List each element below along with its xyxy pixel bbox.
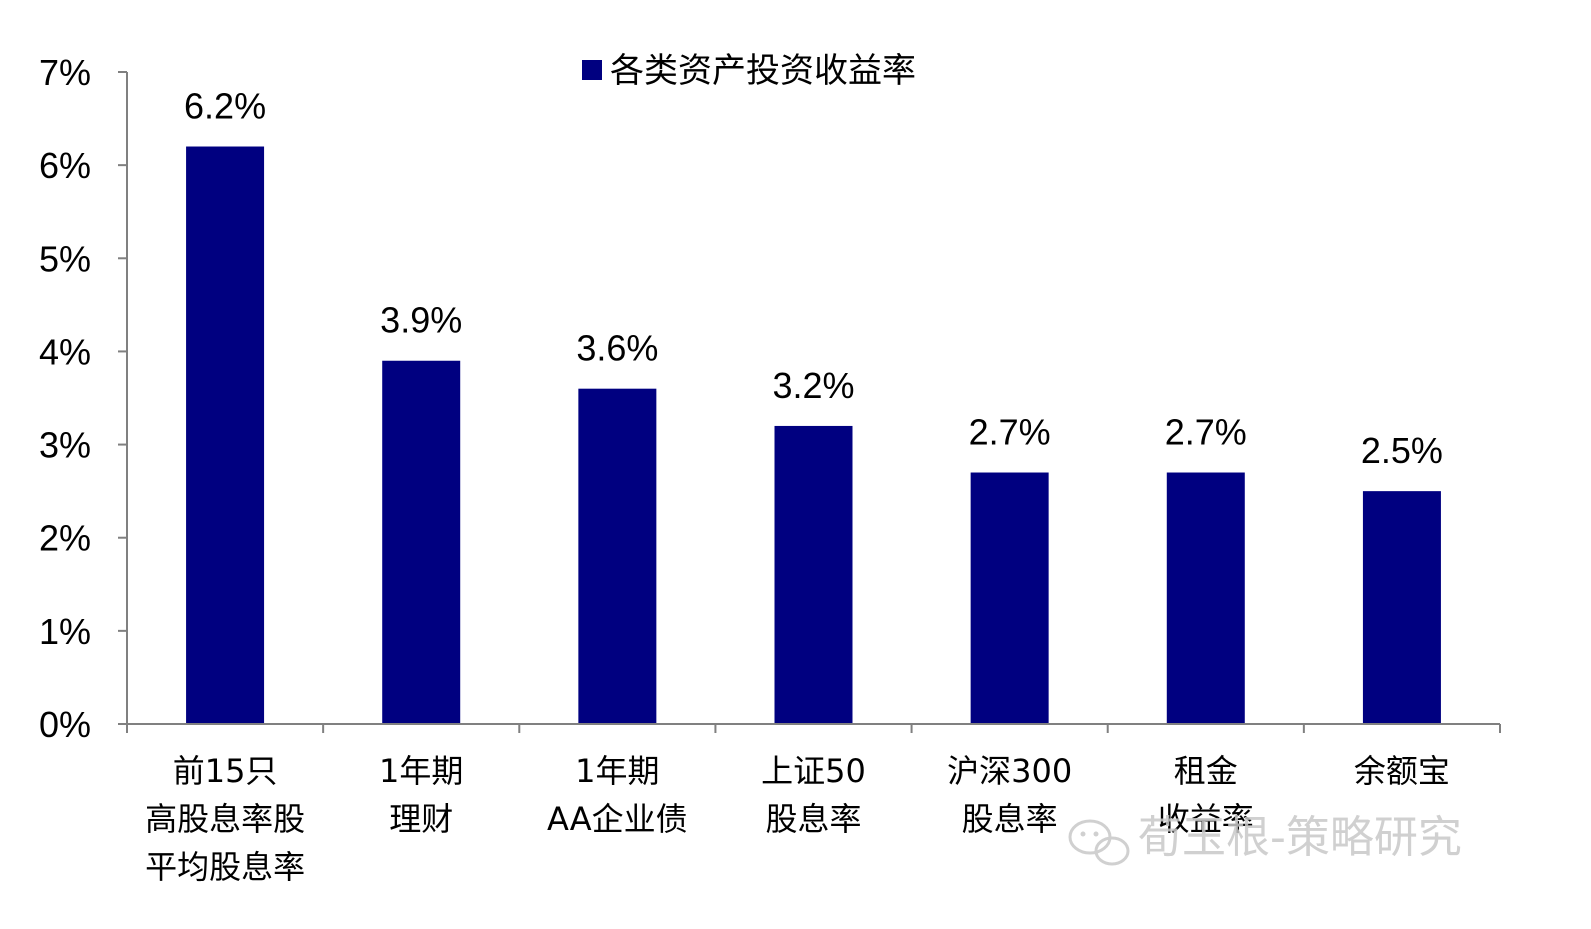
y-tick-label: 4% (39, 331, 91, 372)
bars-group (186, 146, 1441, 724)
bar (970, 472, 1049, 724)
data-label: 2.7% (969, 412, 1051, 453)
y-tick-label: 3% (39, 425, 91, 466)
data-label: 6.2% (184, 86, 266, 127)
value-labels: 6.2% 3.9% 3.6% 3.2% 2.7% 2.7% 2.5% (184, 86, 1443, 472)
y-tick-label: 7% (39, 52, 91, 93)
bar (382, 360, 461, 724)
legend-label: 各类资产投资收益率 (610, 51, 916, 91)
y-tick-label: 6% (39, 145, 91, 186)
bar (186, 146, 265, 724)
y-tick-label: 2% (39, 518, 91, 559)
category-label: 余额宝 (1354, 752, 1450, 790)
data-label: 3.9% (380, 300, 462, 341)
category-label: AA企业债 (547, 800, 688, 838)
data-label: 3.2% (772, 365, 854, 406)
category-label: 前15只 (173, 752, 278, 790)
category-label: 高股息率股 (145, 800, 305, 838)
y-tick-label: 5% (39, 238, 91, 279)
category-label: 理财 (389, 800, 453, 838)
category-label: 1年期 (575, 752, 659, 790)
legend-swatch (582, 60, 602, 80)
bar (1362, 491, 1441, 724)
category-label: 股息率 (765, 800, 861, 838)
category-label: 上证50 (761, 752, 866, 790)
y-tick-label: 0% (39, 704, 91, 745)
watermark: 荀玉根-策略研究 (1068, 812, 1462, 866)
legend: 各类资产投资收益率 (582, 51, 916, 91)
y-axis: 0% 1% 2% 3% 4% 5% 6% 7% (39, 52, 128, 745)
y-tick-label: 1% (39, 611, 91, 652)
category-label: 租金 (1174, 752, 1238, 790)
bar (578, 388, 657, 724)
x-axis (126, 723, 1501, 733)
category-label: 沪深300 (947, 752, 1072, 790)
bar (774, 425, 853, 724)
category-label: 股息率 (962, 800, 1058, 838)
data-label: 3.6% (576, 328, 658, 369)
data-label: 2.7% (1165, 412, 1247, 453)
data-label: 2.5% (1361, 430, 1443, 471)
category-label: 平均股息率 (145, 848, 305, 886)
bar (1166, 472, 1245, 724)
wechat-icon (1068, 819, 1130, 866)
category-label: 1年期 (379, 752, 463, 790)
category-label: 收益率 (1158, 800, 1254, 838)
watermark-text: 荀玉根-策略研究 (1138, 812, 1462, 863)
